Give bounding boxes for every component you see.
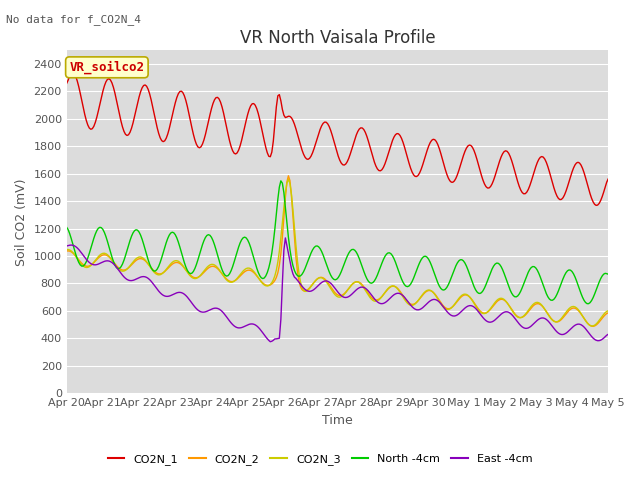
Line: North -4cm: North -4cm xyxy=(67,181,608,304)
North -4cm xyxy=(301,266,309,272)
North -4cm xyxy=(576,287,584,292)
Line: CO2N_2: CO2N_2 xyxy=(67,176,608,326)
CO2N_3 xyxy=(604,308,612,313)
CO2N_2 xyxy=(224,277,232,283)
East -4cm xyxy=(243,323,250,328)
CO2N_2 xyxy=(301,288,309,294)
East -4cm xyxy=(303,288,310,293)
East -4cm xyxy=(129,277,137,283)
Text: VR_soilco2: VR_soilco2 xyxy=(69,60,145,74)
CO2N_3 xyxy=(588,323,595,329)
CO2N_1 xyxy=(69,70,77,75)
CO2N_1 xyxy=(592,203,600,208)
East -4cm xyxy=(604,331,612,337)
Title: VR North Vaisala Profile: VR North Vaisala Profile xyxy=(239,29,435,48)
CO2N_2 xyxy=(604,310,612,316)
East -4cm xyxy=(282,235,289,241)
Text: No data for f_CO2N_4: No data for f_CO2N_4 xyxy=(6,14,141,25)
CO2N_3 xyxy=(285,177,292,182)
CO2N_3 xyxy=(224,278,232,284)
CO2N_1 xyxy=(253,106,260,111)
CO2N_1 xyxy=(226,138,234,144)
East -4cm xyxy=(252,322,259,328)
North -4cm xyxy=(224,273,232,278)
Y-axis label: Soil CO2 (mV): Soil CO2 (mV) xyxy=(15,178,28,265)
CO2N_2 xyxy=(252,271,259,277)
North -4cm xyxy=(129,230,137,236)
CO2N_2 xyxy=(63,248,70,254)
Line: East -4cm: East -4cm xyxy=(67,238,608,342)
Line: CO2N_1: CO2N_1 xyxy=(67,72,608,205)
Legend: CO2N_1, CO2N_2, CO2N_3, North -4cm, East -4cm: CO2N_1, CO2N_2, CO2N_3, North -4cm, East… xyxy=(103,450,537,469)
CO2N_3 xyxy=(243,266,250,272)
North -4cm xyxy=(277,178,285,184)
CO2N_2 xyxy=(243,268,250,274)
CO2N_1 xyxy=(131,114,138,120)
North -4cm xyxy=(63,225,70,230)
CO2N_1 xyxy=(301,154,309,160)
Line: CO2N_3: CO2N_3 xyxy=(67,180,608,326)
CO2N_2 xyxy=(129,260,137,266)
CO2N_1 xyxy=(576,160,584,166)
North -4cm xyxy=(585,301,593,307)
CO2N_3 xyxy=(63,247,70,252)
East -4cm xyxy=(266,339,274,345)
CO2N_3 xyxy=(252,270,259,276)
East -4cm xyxy=(63,243,70,249)
CO2N_2 xyxy=(589,324,597,329)
North -4cm xyxy=(252,260,259,266)
CO2N_2 xyxy=(576,309,584,315)
East -4cm xyxy=(577,322,585,328)
North -4cm xyxy=(604,271,612,277)
CO2N_2 xyxy=(285,173,292,179)
CO2N_3 xyxy=(301,288,309,294)
X-axis label: Time: Time xyxy=(322,414,353,427)
East -4cm xyxy=(224,316,232,322)
North -4cm xyxy=(243,235,250,241)
CO2N_3 xyxy=(129,259,137,265)
CO2N_1 xyxy=(244,111,252,117)
CO2N_3 xyxy=(576,309,584,314)
CO2N_1 xyxy=(63,81,70,86)
CO2N_1 xyxy=(604,176,612,182)
